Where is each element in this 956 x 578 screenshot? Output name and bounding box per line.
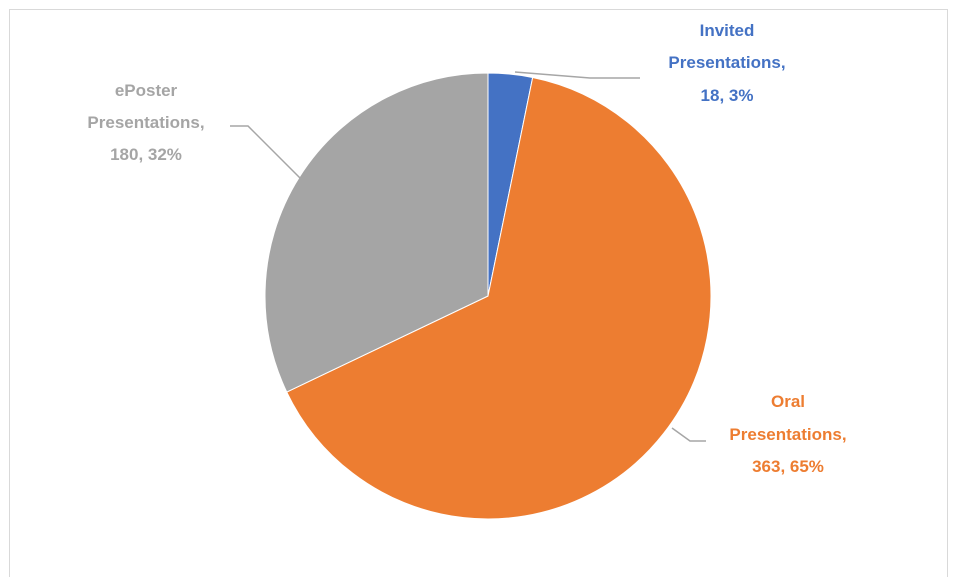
leader-line-invited (514, 71, 640, 79)
data-label-oral-line-2: Presentations, (729, 425, 846, 444)
data-label-invited-line-1: Invited (700, 21, 755, 40)
pie-slice-oral (286, 76, 712, 520)
leader-line-oral (671, 427, 706, 442)
data-label-oral: Oral Presentations, 363, 65% (729, 392, 846, 476)
data-label-eposter: ePoster Presentations, 180, 32% (87, 81, 204, 164)
data-label-eposter-line-2: Presentations, (87, 113, 204, 132)
data-label-eposter-line-3: 180, 32% (110, 145, 182, 164)
pie-slices (264, 72, 712, 520)
data-label-eposter-line-1: ePoster (115, 81, 178, 100)
leader-line-eposter (230, 125, 301, 179)
data-label-invited-line-2: Presentations, (668, 53, 785, 72)
leader-lines (230, 71, 706, 442)
data-label-oral-line-3: 363, 65% (752, 457, 824, 476)
data-label-invited: Invited Presentations, 18, 3% (668, 21, 785, 105)
data-label-oral-line-1: Oral (771, 392, 805, 411)
data-label-invited-line-3: 18, 3% (701, 86, 754, 105)
